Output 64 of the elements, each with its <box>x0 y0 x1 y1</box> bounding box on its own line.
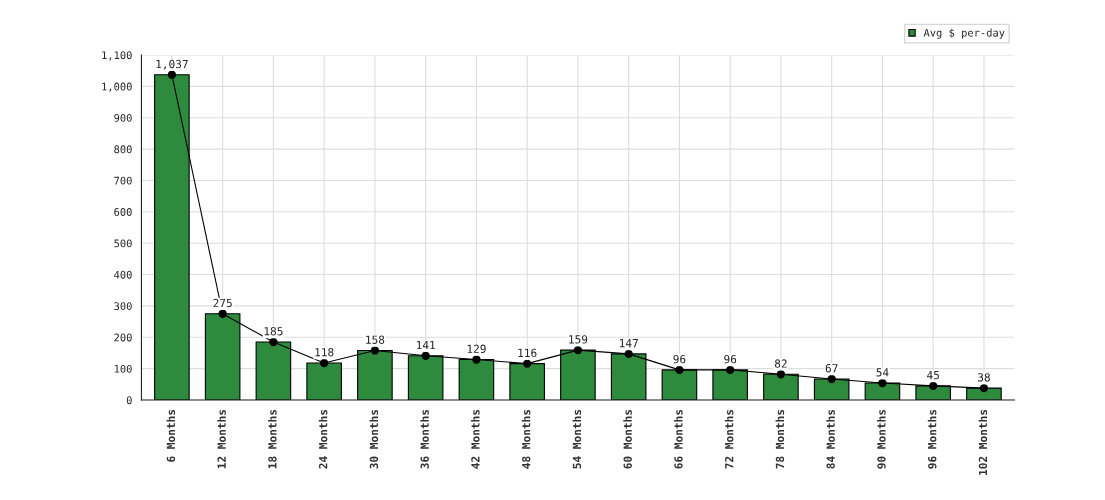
point <box>624 349 633 359</box>
y-tick-label: 900 <box>114 113 132 122</box>
data-label: 116 <box>518 348 537 358</box>
point <box>675 365 684 375</box>
data-label: 129 <box>467 344 486 353</box>
data-label: 96 <box>673 354 686 364</box>
y-tick-label: 1,100 <box>102 51 132 61</box>
point <box>218 309 227 318</box>
data-label: 159 <box>569 335 588 344</box>
point <box>827 374 836 384</box>
data-label: 141 <box>416 340 435 350</box>
data-label: 45 <box>927 371 939 380</box>
x-tick-label: 60 Months <box>623 409 632 469</box>
y-tick-label: 1,000 <box>102 82 132 92</box>
point <box>776 370 786 379</box>
data-label: 147 <box>619 339 638 348</box>
y-tick-label: 200 <box>114 333 132 342</box>
point <box>522 359 532 368</box>
point <box>979 383 989 393</box>
x-tick-label: 12 Months <box>217 409 226 469</box>
data-label: 96 <box>724 354 737 364</box>
data-label: 38 <box>977 373 990 382</box>
point <box>269 337 278 347</box>
point <box>472 355 481 364</box>
point <box>421 351 430 360</box>
point <box>878 378 887 388</box>
x-tick-label: 66 Months <box>674 409 683 469</box>
point <box>167 70 177 79</box>
data-label: 67 <box>825 364 838 373</box>
x-tick-label: 84 Months <box>826 409 835 469</box>
point <box>929 381 938 391</box>
data-label: 82 <box>774 359 787 368</box>
y-tick-label: 600 <box>114 208 132 216</box>
data-label: 185 <box>264 327 283 336</box>
y-tick-label: 700 <box>114 176 132 185</box>
point <box>726 365 735 375</box>
x-tick-label: 24 Months <box>318 409 328 469</box>
x-tick-label: 90 Months <box>877 409 886 469</box>
data-label: 275 <box>213 298 232 308</box>
legend-label: Avg $ per-day <box>923 28 1005 39</box>
x-tick-label: 6 Months <box>166 409 176 462</box>
x-tick-label: 48 Months <box>521 409 531 469</box>
y-tick-label: 400 <box>114 270 132 279</box>
x-tick-label: 96 Months <box>927 409 937 469</box>
data-label: 1,037 <box>156 59 188 70</box>
y-tick-label: 800 <box>114 145 132 154</box>
x-tick-label: 42 Months <box>471 409 480 469</box>
x-tick-label: 30 Months <box>369 409 379 469</box>
y-tick-label: 300 <box>114 302 132 311</box>
point <box>319 358 329 368</box>
point <box>573 345 583 355</box>
x-tick-label: 78 Months <box>775 409 785 469</box>
x-tick-label: 102 Months <box>978 409 988 475</box>
y-tick-label: 500 <box>114 239 132 248</box>
data-label: 118 <box>315 348 334 357</box>
point <box>370 346 380 355</box>
x-tick-label: 18 Months <box>268 409 277 469</box>
x-tick-label: 72 Months <box>724 409 734 469</box>
data-label: 158 <box>366 335 385 344</box>
x-tick-label: 36 Months <box>420 409 429 469</box>
data-label: 54 <box>876 368 889 377</box>
y-tick-label: 100 <box>114 364 132 373</box>
x-tick-label: 54 Months <box>572 409 582 469</box>
y-tick-label: 0 <box>126 396 132 405</box>
